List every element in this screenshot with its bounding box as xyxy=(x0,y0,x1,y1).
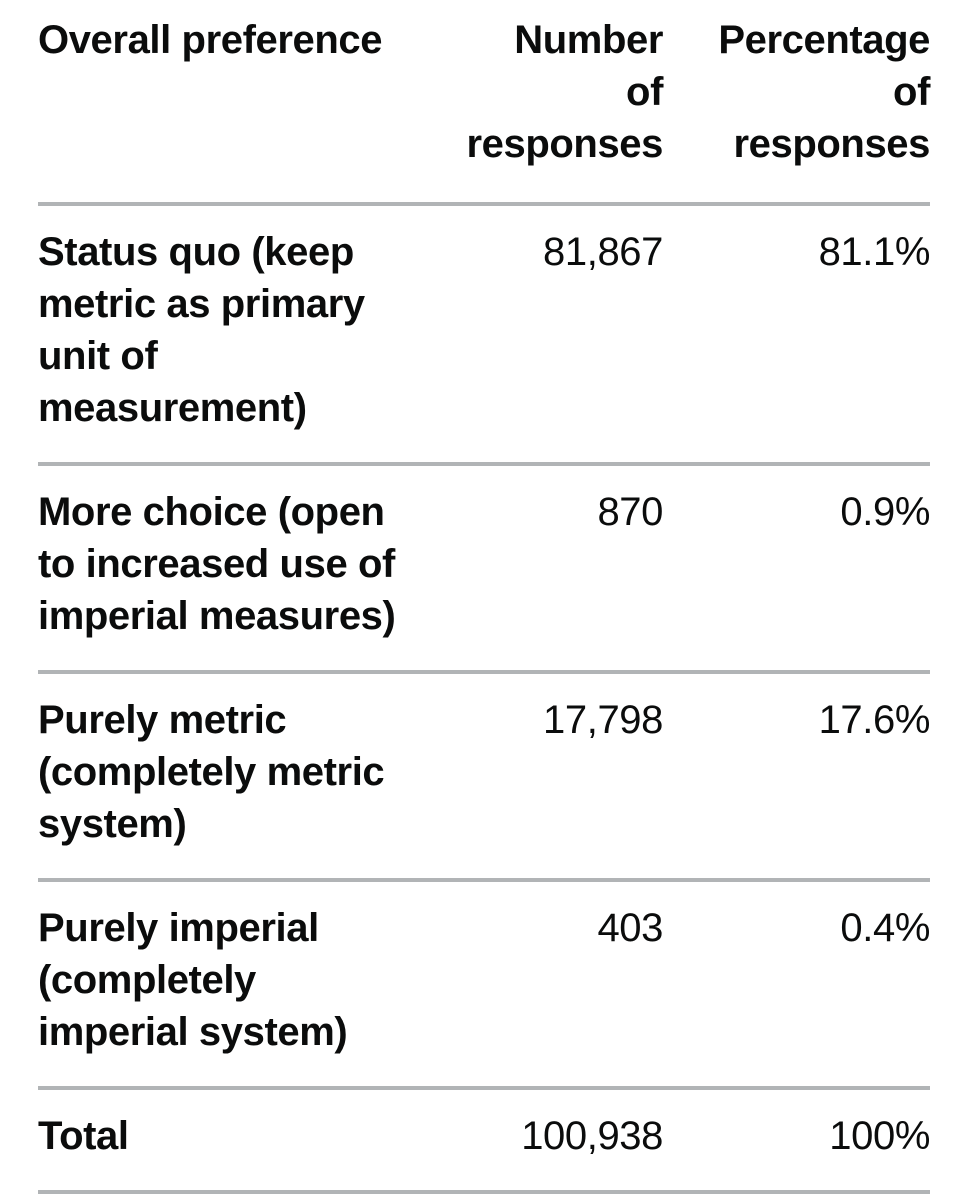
percentage-cell: 100% xyxy=(663,1088,930,1194)
number-cell: 17,798 xyxy=(458,672,663,882)
row-label-purely-imperial: Purely imperial (completely imperial sys… xyxy=(38,880,458,1090)
table-row-total: Total 100,938 100% xyxy=(38,1088,930,1194)
table-row: Status quo (keep metric as primary unit … xyxy=(38,204,930,466)
number-cell: 403 xyxy=(458,880,663,1090)
table-row: Purely metric (completely metric system)… xyxy=(38,672,930,882)
overall-preference-table: Overall preference Number of responses P… xyxy=(38,0,930,1194)
percentage-cell: 81.1% xyxy=(663,204,930,466)
number-cell: 100,938 xyxy=(458,1088,663,1194)
header-row: Overall preference Number of responses P… xyxy=(38,0,930,206)
row-label-status-quo: Status quo (keep metric as primary unit … xyxy=(38,204,458,466)
number-cell: 81,867 xyxy=(458,204,663,466)
column-header-overall-preference: Overall preference xyxy=(38,0,458,206)
number-cell: 870 xyxy=(458,464,663,674)
table-header: Overall preference Number of responses P… xyxy=(38,0,930,206)
row-label-total: Total xyxy=(38,1088,458,1194)
row-label-purely-metric: Purely metric (completely metric system) xyxy=(38,672,458,882)
table-row: More choice (open to increased use of im… xyxy=(38,464,930,674)
percentage-cell: 17.6% xyxy=(663,672,930,882)
column-header-percentage-of-responses: Percentage of responses xyxy=(663,0,930,206)
column-header-number-of-responses: Number of responses xyxy=(458,0,663,206)
table-body: Status quo (keep metric as primary unit … xyxy=(38,204,930,1194)
percentage-cell: 0.4% xyxy=(663,880,930,1090)
percentage-cell: 0.9% xyxy=(663,464,930,674)
table-row: Purely imperial (completely imperial sys… xyxy=(38,880,930,1090)
row-label-more-choice: More choice (open to increased use of im… xyxy=(38,464,458,674)
